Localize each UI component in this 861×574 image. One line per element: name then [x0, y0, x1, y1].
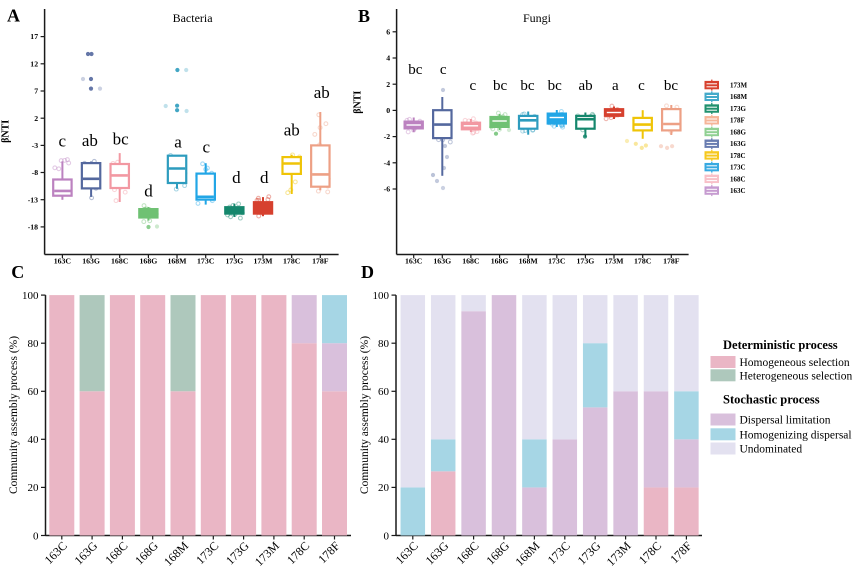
svg-text:bc: bc [408, 62, 423, 78]
svg-text:178F: 178F [663, 257, 680, 266]
svg-text:-4: -4 [384, 158, 391, 167]
svg-text:c: c [203, 138, 211, 157]
svg-text:178F: 178F [312, 257, 329, 266]
svg-text:100: 100 [22, 290, 39, 302]
svg-text:163G: 163G [730, 140, 747, 148]
svg-text:178C: 178C [730, 152, 746, 160]
svg-text:163C: 163C [730, 187, 746, 195]
svg-text:Bacteria: Bacteria [173, 11, 214, 25]
svg-text:168G: 168G [140, 257, 158, 266]
svg-text:bc: bc [493, 78, 508, 94]
svg-text:bc: bc [664, 78, 679, 94]
svg-text:6: 6 [386, 27, 390, 36]
svg-text:100: 100 [373, 290, 390, 302]
svg-text:d: d [232, 168, 241, 187]
svg-text:168M: 168M [730, 93, 748, 101]
svg-text:0: 0 [384, 530, 390, 542]
svg-text:bc: bc [548, 78, 563, 94]
svg-text:A: A [7, 6, 20, 26]
svg-text:ab: ab [284, 121, 300, 140]
svg-text:-8: -8 [32, 168, 39, 177]
svg-text:-2: -2 [384, 132, 391, 141]
svg-text:Homogeneous selection: Homogeneous selection [740, 357, 850, 369]
svg-text:Community assembly process (%): Community assembly process (%) [359, 336, 371, 494]
svg-text:ab: ab [579, 78, 593, 94]
svg-text:2: 2 [34, 114, 38, 123]
svg-text:163C: 163C [54, 257, 72, 266]
svg-text:17: 17 [30, 32, 38, 41]
svg-text:0: 0 [386, 106, 390, 115]
svg-text:178C: 178C [634, 257, 652, 266]
svg-text:βNTI: βNTI [353, 91, 364, 114]
svg-text:168G: 168G [491, 257, 509, 266]
svg-text:c: c [469, 78, 476, 94]
svg-text:D: D [361, 262, 374, 282]
svg-text:173G: 173G [577, 257, 595, 266]
svg-text:Heterogeneous selection: Heterogeneous selection [740, 370, 853, 382]
svg-text:4: 4 [386, 54, 390, 63]
svg-text:0: 0 [33, 530, 39, 542]
svg-text:80: 80 [378, 338, 390, 350]
svg-text:168M: 168M [167, 257, 187, 266]
svg-text:a: a [174, 133, 182, 152]
svg-text:173C: 173C [730, 164, 746, 172]
svg-text:2: 2 [386, 80, 390, 89]
svg-text:-13: -13 [28, 195, 38, 204]
svg-text:Community assembly process (%): Community assembly process (%) [8, 336, 20, 494]
svg-text:168C: 168C [462, 257, 480, 266]
svg-text:-18: -18 [28, 223, 38, 232]
svg-text:Deterministic process: Deterministic process [723, 338, 838, 352]
svg-text:20: 20 [378, 482, 390, 494]
svg-text:178C: 178C [283, 257, 301, 266]
svg-text:Undominated: Undominated [740, 444, 803, 456]
svg-text:163G: 163G [82, 257, 100, 266]
svg-text:B: B [358, 6, 370, 26]
svg-text:40: 40 [378, 434, 390, 446]
svg-text:C: C [11, 262, 24, 282]
svg-text:163C: 163C [405, 257, 423, 266]
svg-text:60: 60 [28, 386, 40, 398]
svg-text:-3: -3 [32, 141, 39, 150]
svg-text:c: c [440, 62, 447, 78]
svg-text:60: 60 [378, 386, 390, 398]
svg-text:bc: bc [113, 130, 130, 149]
svg-text:a: a [612, 78, 619, 94]
svg-text:168C: 168C [111, 257, 129, 266]
svg-text:7: 7 [34, 87, 38, 96]
svg-text:bc: bc [520, 78, 535, 94]
svg-text:c: c [638, 78, 645, 94]
svg-text:163G: 163G [433, 257, 451, 266]
svg-text:168G: 168G [730, 128, 747, 136]
svg-text:173C: 173C [197, 257, 215, 266]
svg-text:βNTI: βNTI [1, 120, 12, 143]
svg-text:Homogenizing dispersal: Homogenizing dispersal [740, 429, 852, 441]
svg-text:d: d [260, 168, 269, 187]
svg-text:168C: 168C [730, 175, 746, 183]
svg-text:173M: 173M [604, 257, 624, 266]
svg-text:173G: 173G [730, 105, 747, 113]
svg-text:168M: 168M [519, 257, 539, 266]
svg-text:20: 20 [28, 482, 40, 494]
svg-text:c: c [59, 132, 67, 151]
svg-text:ab: ab [314, 83, 330, 102]
svg-text:ab: ab [82, 131, 98, 150]
svg-text:173M: 173M [730, 82, 748, 90]
svg-text:-6: -6 [384, 185, 391, 194]
svg-text:d: d [144, 181, 153, 200]
svg-text:Stochastic process: Stochastic process [723, 393, 820, 407]
svg-text:173C: 173C [548, 257, 566, 266]
svg-text:80: 80 [28, 338, 40, 350]
svg-text:12: 12 [30, 59, 38, 68]
svg-text:173M: 173M [253, 257, 273, 266]
svg-text:40: 40 [28, 434, 40, 446]
svg-text:Dispersal limitation: Dispersal limitation [740, 415, 831, 427]
svg-text:Fungi: Fungi [523, 11, 552, 25]
svg-text:173G: 173G [226, 257, 244, 266]
svg-text:178F: 178F [730, 117, 745, 125]
